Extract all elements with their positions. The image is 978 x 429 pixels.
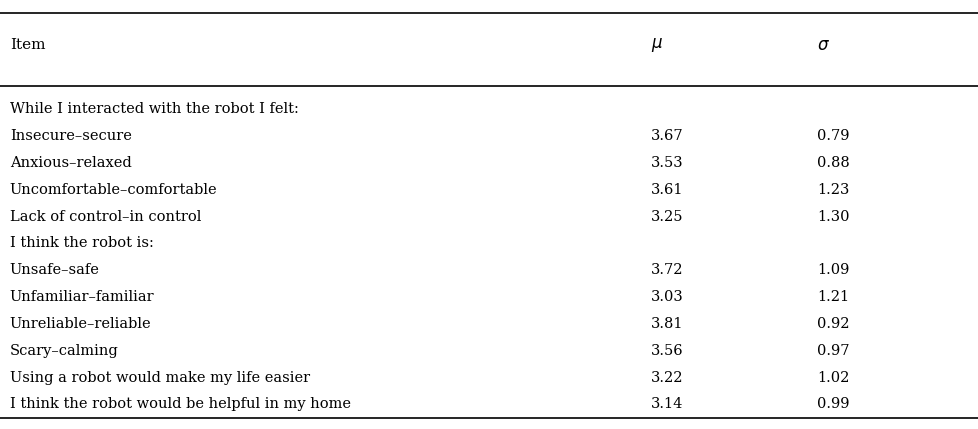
Text: Unfamiliar–familiar: Unfamiliar–familiar <box>10 290 155 304</box>
Text: 3.81: 3.81 <box>650 317 683 331</box>
Text: 3.25: 3.25 <box>650 210 683 224</box>
Text: Unreliable–reliable: Unreliable–reliable <box>10 317 152 331</box>
Text: 1.23: 1.23 <box>817 183 849 197</box>
Text: Item: Item <box>10 38 45 52</box>
Text: $\mu$: $\mu$ <box>650 36 662 54</box>
Text: While I interacted with the robot I felt:: While I interacted with the robot I felt… <box>10 103 298 116</box>
Text: $\sigma$: $\sigma$ <box>817 36 829 54</box>
Text: Insecure–secure: Insecure–secure <box>10 129 131 143</box>
Text: 3.03: 3.03 <box>650 290 683 304</box>
Text: 3.67: 3.67 <box>650 129 683 143</box>
Text: Scary–calming: Scary–calming <box>10 344 118 358</box>
Text: Using a robot would make my life easier: Using a robot would make my life easier <box>10 371 310 384</box>
Text: 0.97: 0.97 <box>817 344 849 358</box>
Text: 1.09: 1.09 <box>817 263 849 277</box>
Text: 0.92: 0.92 <box>817 317 849 331</box>
Text: I think the robot would be helpful in my home: I think the robot would be helpful in my… <box>10 397 350 411</box>
Text: 3.56: 3.56 <box>650 344 683 358</box>
Text: I think the robot is:: I think the robot is: <box>10 236 154 251</box>
Text: 1.30: 1.30 <box>817 210 849 224</box>
Text: 3.72: 3.72 <box>650 263 683 277</box>
Text: 3.14: 3.14 <box>650 397 683 411</box>
Text: 3.53: 3.53 <box>650 156 683 170</box>
Text: 1.21: 1.21 <box>817 290 849 304</box>
Text: Lack of control–in control: Lack of control–in control <box>10 210 200 224</box>
Text: Anxious–relaxed: Anxious–relaxed <box>10 156 131 170</box>
Text: Unsafe–safe: Unsafe–safe <box>10 263 100 277</box>
Text: Uncomfortable–comfortable: Uncomfortable–comfortable <box>10 183 217 197</box>
Text: 1.02: 1.02 <box>817 371 849 384</box>
Text: 3.22: 3.22 <box>650 371 683 384</box>
Text: 0.79: 0.79 <box>817 129 849 143</box>
Text: 3.61: 3.61 <box>650 183 683 197</box>
Text: 0.88: 0.88 <box>817 156 849 170</box>
Text: 0.99: 0.99 <box>817 397 849 411</box>
